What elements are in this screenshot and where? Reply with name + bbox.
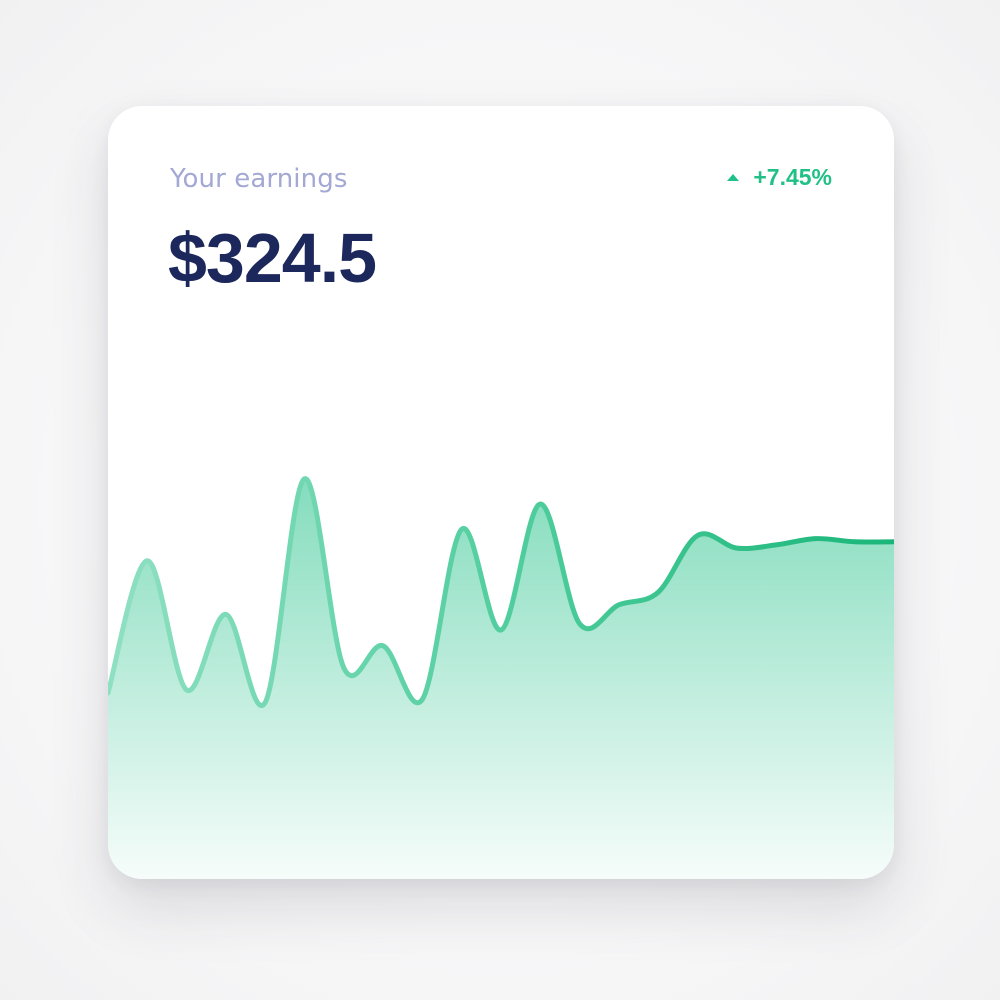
earnings-amount: $324.5 [168,219,377,297]
change-value: +7.45% [753,164,832,190]
chart-series-line [108,476,894,708]
change-indicator: +7.45% [727,164,832,191]
earnings-chart [108,476,894,879]
chart-area-fill [108,478,894,879]
earnings-label: Your earnings [170,164,348,194]
triangle-up-icon [727,174,740,181]
earnings-card: Your earnings $324.5 +7.45% [108,106,894,879]
